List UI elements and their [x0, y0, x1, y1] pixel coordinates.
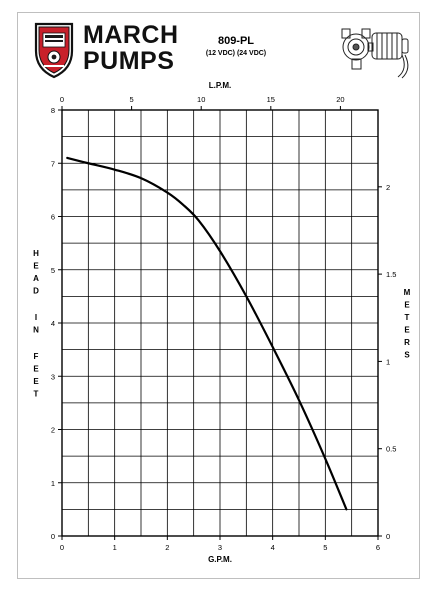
top-tick-label: 15: [267, 95, 275, 104]
top-tick-label: 20: [336, 95, 344, 104]
vertical-title-letter: F: [34, 352, 39, 361]
vertical-title-letter: E: [33, 261, 39, 270]
pump-curve-sheet: MARCH PUMPS 809-PL (12 VDC) (24 VDC): [17, 12, 420, 579]
y-tick-label: 0: [51, 532, 55, 541]
right-tick-label: 2: [386, 183, 390, 192]
x-tick-label: 3: [218, 543, 222, 552]
plot-frame: [61, 109, 379, 537]
vertical-title-letter: D: [33, 286, 39, 295]
bottom-axis-title: G.P.M.: [208, 555, 232, 564]
y-tick-label: 3: [51, 372, 55, 381]
vertical-title-letter: R: [404, 338, 410, 347]
pump-motor-icon: [341, 28, 409, 79]
vertical-title-letter: E: [404, 300, 410, 309]
brand-line-1: MARCH: [83, 21, 179, 49]
vertical-title-letter: T: [405, 313, 410, 322]
model-voltage: (12 VDC) (24 VDC): [205, 50, 267, 57]
brand-line-2: PUMPS: [83, 47, 175, 75]
x-tick-label: 6: [376, 543, 380, 552]
y-tick-label: 8: [51, 106, 55, 115]
model-name: 809-PL: [217, 35, 255, 47]
top-tick-label: 10: [197, 95, 205, 104]
march-shield-logo-icon: [34, 22, 74, 79]
top-axis-title: L.P.M.: [209, 81, 232, 90]
vertical-title-letter: E: [404, 325, 410, 334]
y-tick-label: 2: [51, 426, 55, 435]
y-tick-label: 5: [51, 266, 55, 275]
x-tick-label: 5: [323, 543, 327, 552]
vertical-title-letter: I: [35, 313, 37, 322]
vertical-title-letter: E: [33, 377, 39, 386]
x-tick-label: 1: [113, 543, 117, 552]
right-tick-label: 0: [386, 532, 390, 541]
vertical-title-letter: A: [33, 274, 39, 283]
performance-curve: [66, 156, 348, 511]
vertical-title-letter: H: [33, 249, 39, 258]
y-tick-label: 1: [51, 479, 55, 488]
vertical-title-letter: E: [33, 364, 39, 373]
x-tick-label: 2: [165, 543, 169, 552]
y-tick-label: 6: [51, 213, 55, 222]
right-tick-label: 1.5: [386, 270, 396, 279]
march-pumps-logo: MARCH PUMPS: [32, 21, 192, 79]
y-tick-label: 4: [51, 319, 55, 328]
chart-grid: [62, 110, 378, 536]
vertical-title-letter: N: [33, 325, 39, 334]
pump-drawing: [336, 25, 414, 81]
right-tick-label: 0.5: [386, 445, 396, 454]
vertical-title-letter: M: [404, 288, 411, 297]
vertical-title-letter: S: [404, 350, 410, 359]
right-tick-label: 1: [386, 357, 390, 366]
x-tick-label: 0: [60, 543, 64, 552]
top-tick-label: 5: [130, 95, 134, 104]
y-tick-label: 7: [51, 159, 55, 168]
top-tick-label: 0: [60, 95, 64, 104]
x-tick-label: 4: [271, 543, 275, 552]
vertical-title-letter: T: [34, 389, 39, 398]
